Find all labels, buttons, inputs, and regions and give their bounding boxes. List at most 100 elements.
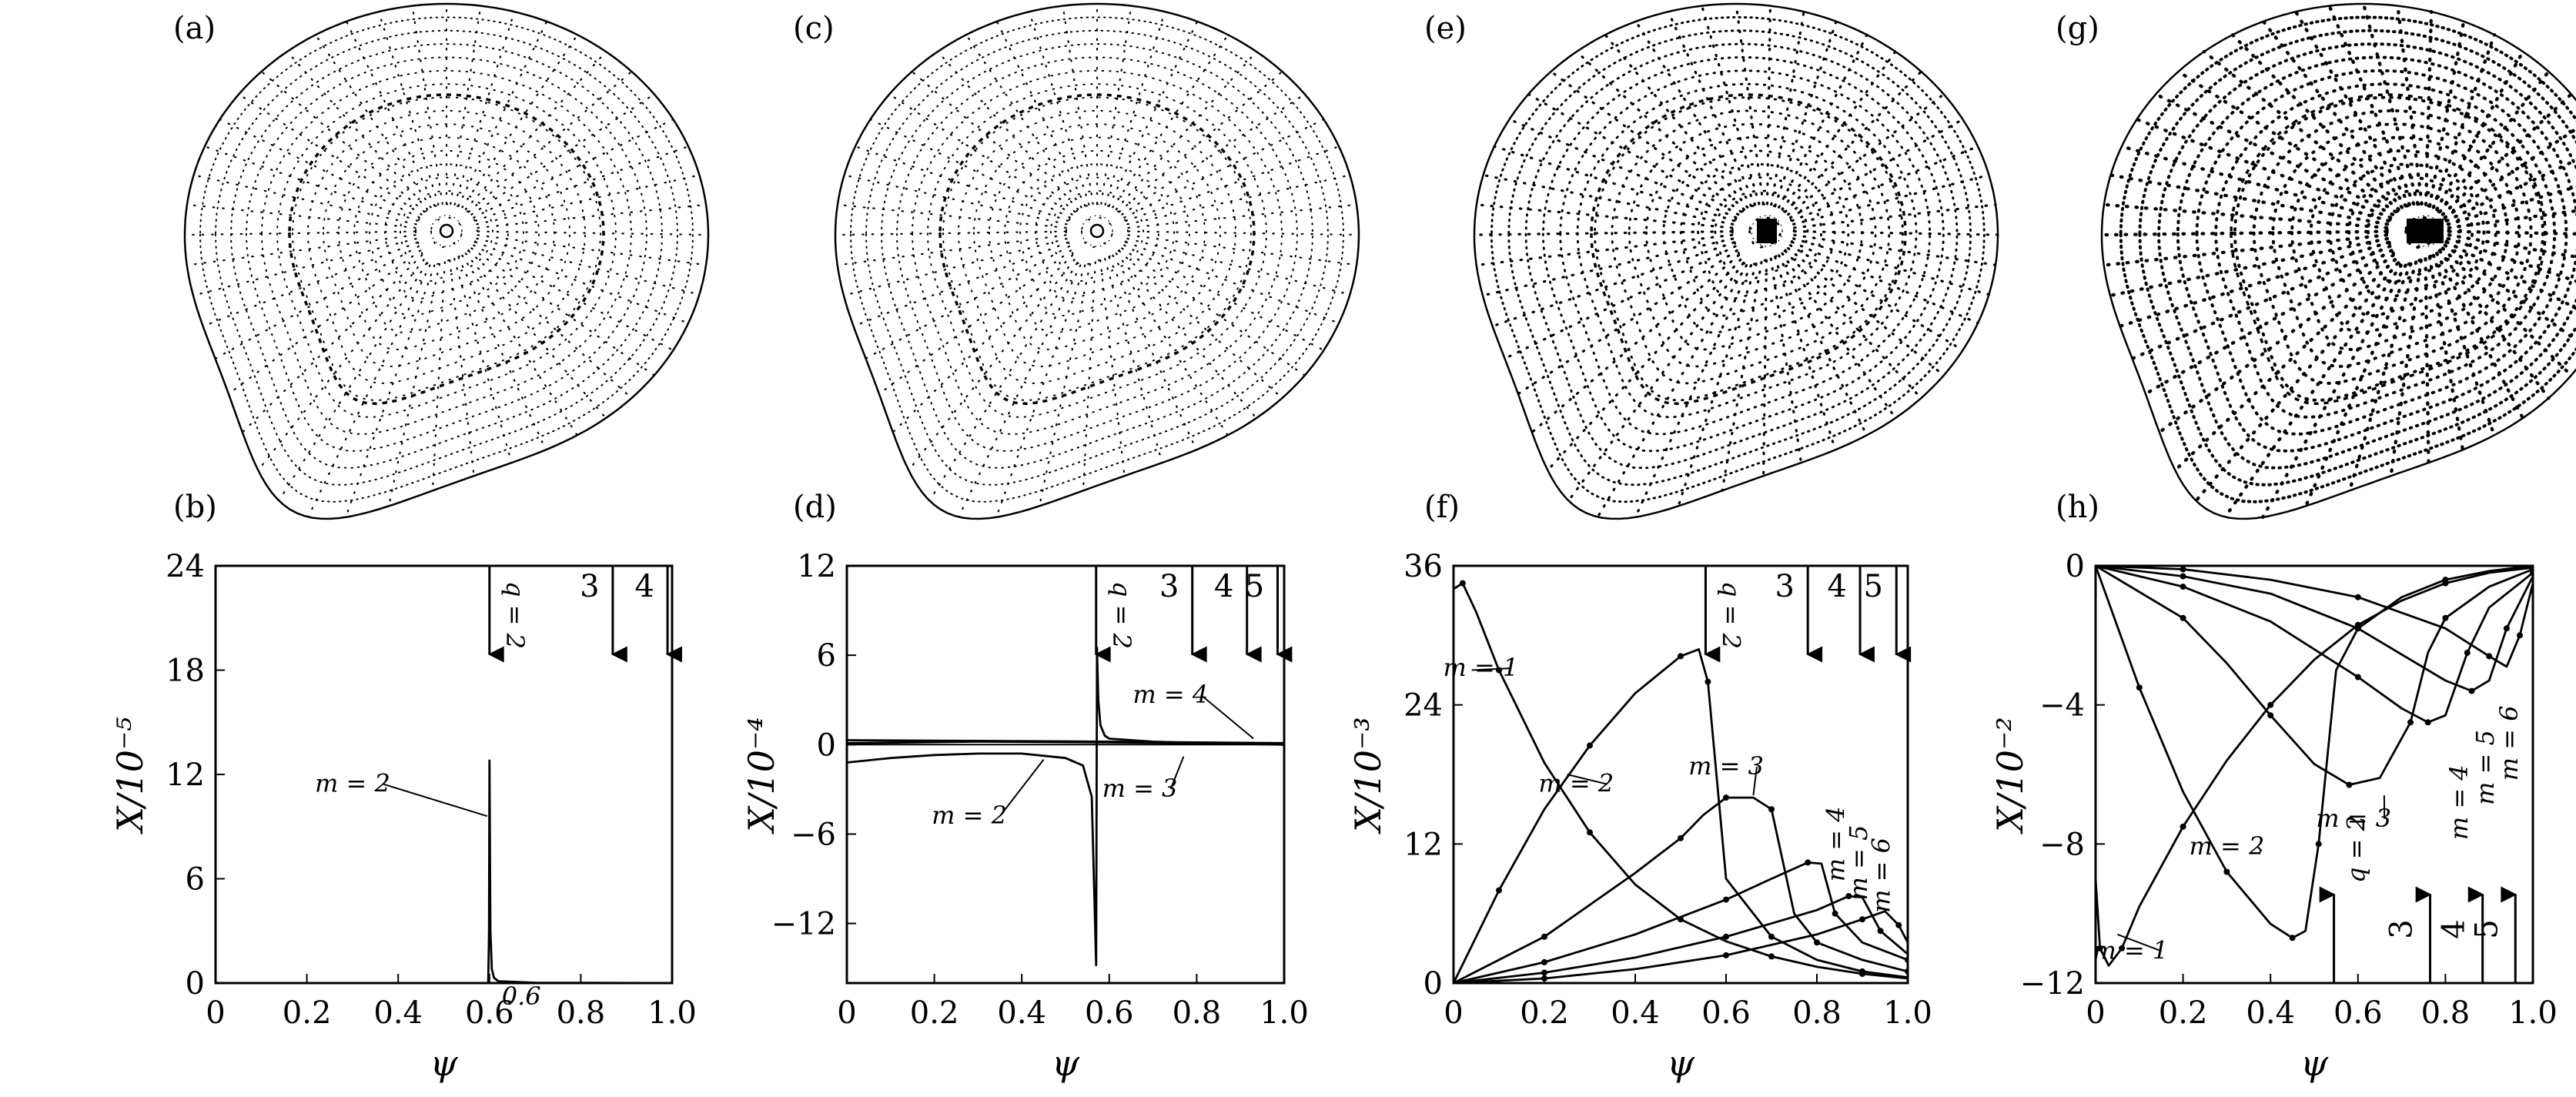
series-annotation: m = 3 (2316, 804, 2391, 833)
radial-line (2109, 173, 2390, 226)
data-point (1587, 829, 1593, 836)
flux-surface (323, 123, 570, 367)
radial-line (307, 264, 431, 518)
x-axis-label: ψ (430, 1042, 458, 1084)
radial-line (2447, 233, 2576, 259)
data-point (2136, 684, 2143, 691)
x-tick-label: 1.0 (647, 995, 697, 1031)
data-point (1832, 910, 1838, 917)
radial-line (202, 241, 419, 327)
data-point (2442, 614, 2449, 621)
data-point (1459, 580, 1466, 587)
flux-surface (912, 69, 1283, 435)
arrow-label: 3 (2384, 919, 2420, 938)
radial-line (431, 261, 446, 492)
series-line-m4 (847, 739, 1284, 744)
radial-line (183, 230, 417, 236)
data-point (1541, 958, 1547, 965)
radial-line (477, 234, 708, 266)
data-point (2267, 712, 2274, 719)
data-point (2180, 614, 2186, 621)
radial-line (377, 11, 440, 206)
x-axis-label: ψ (1667, 1042, 1695, 1084)
x-tick-label: 0.2 (910, 995, 959, 1031)
radial-line (476, 237, 701, 296)
radial-line (2327, 4, 2416, 206)
data-point (2424, 719, 2431, 726)
radial-line (2435, 49, 2525, 212)
radial-line (1112, 254, 1229, 436)
radial-line (2261, 263, 2407, 519)
data-point (2180, 584, 2186, 590)
data-point (2464, 649, 2471, 656)
radial-line (453, 11, 516, 206)
radial-line (995, 264, 1086, 518)
series-line-m4 (1454, 861, 1908, 983)
core-fill (2407, 219, 2444, 243)
flux-surface (896, 56, 1298, 452)
inner-contour (1590, 93, 1907, 406)
series-line-m2 (216, 759, 672, 983)
radial-line (227, 249, 422, 395)
radial-line (1677, 263, 1758, 507)
data-point (1768, 806, 1775, 813)
series-annotation: m = 2 (2189, 831, 2264, 861)
y-tick-label: −12 (2020, 966, 2085, 1002)
radial-line (186, 234, 417, 266)
panel-label: (e) (1424, 11, 1467, 46)
radial-line (1793, 230, 1999, 236)
flux-surface (973, 123, 1221, 367)
data-point (1859, 968, 1865, 975)
radial-line (1596, 264, 1748, 519)
flux-surface (1628, 122, 1877, 368)
x-tick-label: 0.8 (557, 995, 606, 1031)
arrow-label: 3 (1775, 569, 1794, 604)
x-tick-label: 0.4 (1611, 995, 1660, 1031)
radial-line (1784, 249, 1922, 400)
annotation-leader (2117, 933, 2162, 952)
annotation-leader (383, 783, 488, 818)
x-tick-label: 0 (837, 995, 856, 1031)
arrow-label: 4 (2437, 919, 2472, 938)
radial-line (1082, 261, 1096, 492)
radial-line (1104, 258, 1163, 464)
data-point (2315, 841, 2322, 848)
flux-surface (1611, 109, 1891, 385)
x-tick-label: 0.2 (283, 995, 332, 1031)
radial-line (2102, 202, 2389, 230)
x-tick-label: 0.8 (1792, 995, 1842, 1031)
arrow-label: 4 (634, 569, 654, 604)
radial-line (1121, 93, 1306, 216)
radial-line (1765, 5, 1771, 206)
arrow-label: 4 (1214, 569, 1233, 604)
flux-surface (850, 16, 1344, 503)
y-tick-label: 36 (1403, 549, 1443, 584)
radial-line (411, 5, 443, 205)
radial-line (314, 34, 432, 209)
radial-line (2157, 253, 2395, 434)
radial-line (192, 238, 417, 296)
radial-line (1774, 20, 1838, 207)
flux-surface (430, 216, 463, 249)
radial-line (2441, 92, 2573, 216)
series-line-m5 (1454, 895, 1908, 983)
radial-line (2443, 243, 2576, 343)
x-tick-label: 0.8 (1173, 995, 1222, 1031)
chart-2: (d) 0 0.2 0.4 0.6 0.8 1.0 −12 −6 0 6 12 ψ X/10⁻⁴ q = 2… (741, 490, 1309, 1084)
radial-line (1567, 262, 1745, 503)
flux-surface (2328, 162, 2486, 317)
data-point (2530, 570, 2533, 576)
radial-line (1781, 50, 1897, 211)
flux-surface (1066, 203, 1129, 266)
chart-4: (h) 0 0.2 0.4 0.6 0.8 1.0 −12 −8 −4 0 ψ X/10⁻² q = 2 3… (1989, 490, 2558, 1084)
radial-line (1118, 70, 1283, 213)
radial-line (2119, 145, 2390, 222)
y-tick-label: 24 (1403, 688, 1443, 724)
x-tick-label: 1.0 (1260, 995, 1309, 1031)
radial-line (2444, 240, 2576, 310)
series-line-m2 (847, 647, 1284, 967)
core-fill (1757, 219, 1777, 243)
x-tick-label: 1.0 (1883, 995, 1932, 1031)
radial-line (453, 258, 513, 464)
series-annotation: m = 1 (1443, 653, 1518, 682)
